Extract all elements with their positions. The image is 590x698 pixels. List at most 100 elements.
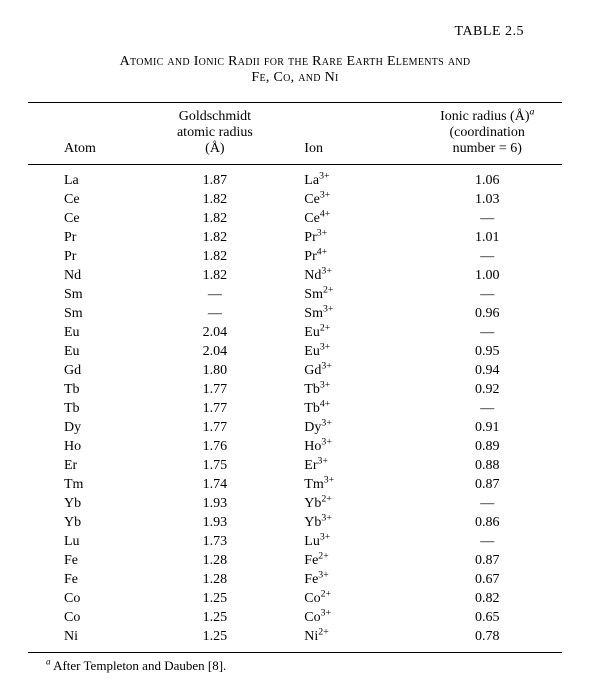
header-ar-l2: atomic radius [177,125,253,140]
cell-atom: Nd [28,267,145,286]
cell-ionic-radius: — [412,248,562,267]
cell-ionic-radius: 0.87 [412,476,562,495]
cell-atom: Tb [28,381,145,400]
cell-atom: Fe [28,571,145,590]
header-ir-l1: Ionic radius (Å) [440,109,529,124]
cell-atomic-radius: 1.80 [145,362,284,381]
cell-ion: Co3+ [284,609,412,628]
cell-atomic-radius: 1.77 [145,400,284,419]
cell-ionic-radius: 0.92 [412,381,562,400]
cell-ionic-radius: — [412,210,562,229]
cell-atom: Yb [28,514,145,533]
cell-ion: Tb3+ [284,381,412,400]
table-row: Tb1.77Tb4+— [28,400,562,419]
cell-ionic-radius: 0.87 [412,552,562,571]
cell-ionic-radius: 1.06 [412,164,562,191]
cell-ionic-radius: 1.01 [412,229,562,248]
table-row: Eu2.04Eu2+— [28,324,562,343]
cell-ion: Ho3+ [284,438,412,457]
cell-atomic-radius: 1.25 [145,609,284,628]
cell-atomic-radius: — [145,286,284,305]
cell-ion: Yb2+ [284,495,412,514]
cell-atom: Yb [28,495,145,514]
table-row: Ho1.76Ho3+0.89 [28,438,562,457]
header-atomic-radius: Goldschmidt atomic radius (Å) [145,103,284,164]
cell-ionic-radius: 1.03 [412,191,562,210]
table-row: Gd1.80Gd3+0.94 [28,362,562,381]
cell-atomic-radius: 1.77 [145,419,284,438]
footnote-text: After Templeton and Dauben [8]. [51,658,227,673]
cell-atomic-radius: 1.87 [145,164,284,191]
cell-atomic-radius: 1.28 [145,571,284,590]
cell-atomic-radius: 1.25 [145,628,284,653]
cell-ion: Er3+ [284,457,412,476]
cell-atom: Tm [28,476,145,495]
table-row: Dy1.77Dy3+0.91 [28,419,562,438]
cell-atom: Co [28,590,145,609]
table-row: Eu2.04Eu3+0.95 [28,343,562,362]
cell-atomic-radius: 1.77 [145,381,284,400]
cell-atomic-radius: 1.28 [145,552,284,571]
cell-atom: Dy [28,419,145,438]
table-row: Nd1.82Nd3+1.00 [28,267,562,286]
cell-atom: Ce [28,191,145,210]
cell-atomic-radius: 1.76 [145,438,284,457]
footnote: a After Templeton and Dauben [8]. [28,659,562,674]
table-row: Tb1.77Tb3+0.92 [28,381,562,400]
cell-ionic-radius: — [412,286,562,305]
cell-atomic-radius: 1.25 [145,590,284,609]
cell-atom: Tb [28,400,145,419]
cell-ionic-radius: 1.00 [412,267,562,286]
cell-ionic-radius: 0.95 [412,343,562,362]
cell-ion: Fe3+ [284,571,412,590]
cell-atom: Sm [28,286,145,305]
table-row: Sm—Sm3+0.96 [28,305,562,324]
table-row: Ce1.82Ce3+1.03 [28,191,562,210]
cell-ion: Dy3+ [284,419,412,438]
cell-atom: Pr [28,248,145,267]
cell-atomic-radius: 1.73 [145,533,284,552]
table-row: Fe1.28Fe3+0.67 [28,571,562,590]
cell-ion: Sm3+ [284,305,412,324]
cell-ion: Fe2+ [284,552,412,571]
cell-ionic-radius: — [412,495,562,514]
cell-atom: Eu [28,343,145,362]
cell-atomic-radius: 1.75 [145,457,284,476]
cell-ionic-radius: 0.96 [412,305,562,324]
cell-ion: Ce4+ [284,210,412,229]
cell-ion: Yb3+ [284,514,412,533]
cell-ion: La3+ [284,164,412,191]
cell-ionic-radius: 0.65 [412,609,562,628]
cell-ion: Eu3+ [284,343,412,362]
header-atom-label: Atom [64,141,96,156]
cell-ionic-radius: 0.78 [412,628,562,653]
cell-ion: Tb4+ [284,400,412,419]
table-body: La1.87La3+1.06Ce1.82Ce3+1.03Ce1.82Ce4+—P… [28,164,562,652]
cell-atom: Sm [28,305,145,324]
cell-ion: Eu2+ [284,324,412,343]
cell-ionic-radius: 0.94 [412,362,562,381]
table-row: Pr1.82Pr4+— [28,248,562,267]
cell-ionic-radius: 0.91 [412,419,562,438]
cell-atomic-radius: 2.04 [145,324,284,343]
header-ionic-radius: Ionic radius (Å)a (coordination number =… [412,103,562,164]
cell-ion: Ce3+ [284,191,412,210]
caption-line-1: Atomic and Ionic Radii for the Rare Eart… [120,54,471,69]
cell-ionic-radius: — [412,533,562,552]
cell-ionic-radius: 0.82 [412,590,562,609]
cell-atom: Lu [28,533,145,552]
table-row: Ni1.25Ni2+0.78 [28,628,562,653]
table-number: TABLE 2.5 [28,24,524,40]
cell-ionic-radius: 0.88 [412,457,562,476]
cell-ionic-radius: 0.86 [412,514,562,533]
cell-atom: Ce [28,210,145,229]
cell-ion: Pr4+ [284,248,412,267]
header-ion: Ion [284,103,412,164]
header-ion-label: Ion [304,141,323,156]
cell-atomic-radius: 1.74 [145,476,284,495]
header-ar-l1: Goldschmidt [179,109,251,124]
header-ir-l2: (coordination [450,125,525,140]
cell-atomic-radius: 2.04 [145,343,284,362]
table-row: Lu1.73Lu3+— [28,533,562,552]
cell-ionic-radius: 0.67 [412,571,562,590]
